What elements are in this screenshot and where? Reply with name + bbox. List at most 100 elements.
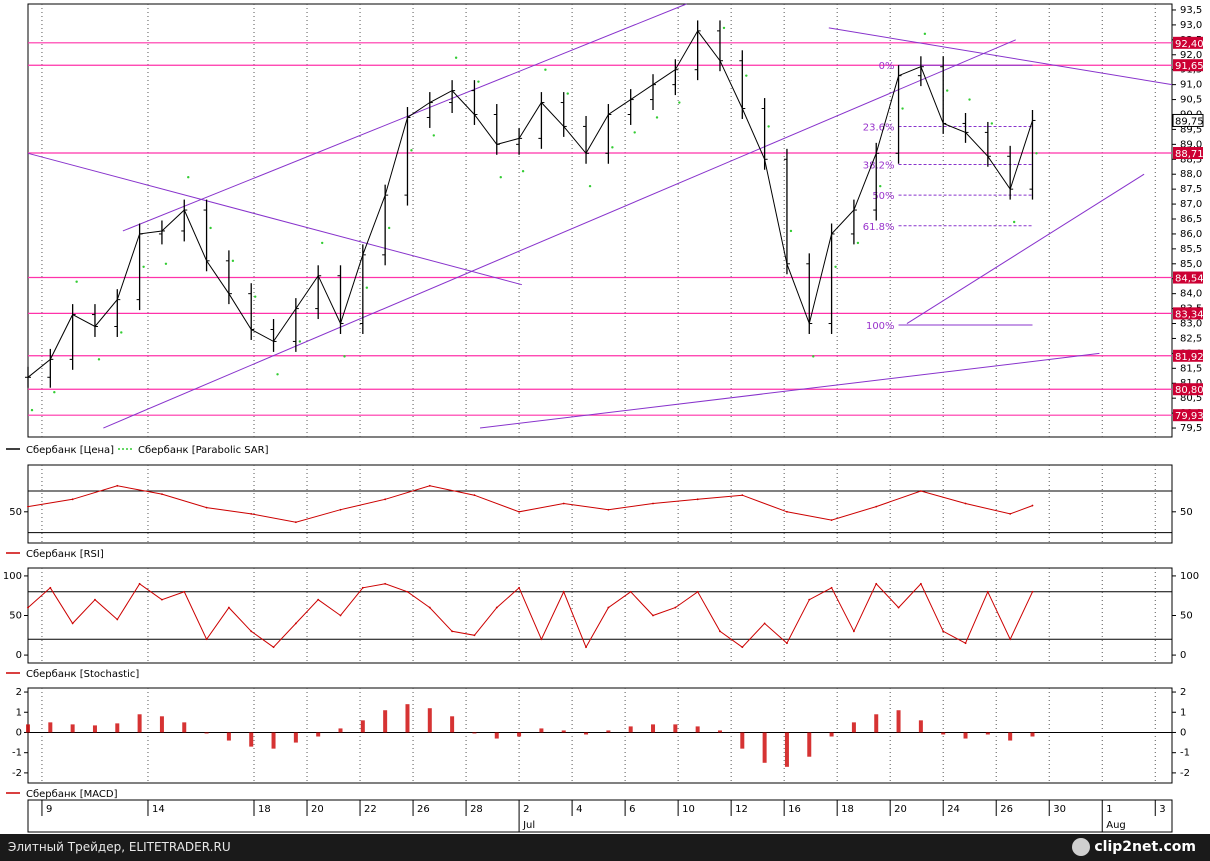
date-label: 30 <box>1053 804 1066 815</box>
sar-dot <box>410 149 413 152</box>
stochastic-point <box>339 614 342 617</box>
sar-dot <box>566 92 569 95</box>
level-tag <box>1173 147 1203 160</box>
stochastic-point <box>763 622 766 625</box>
stochastic-point <box>652 614 654 617</box>
fib-label: 23.6% <box>863 123 895 134</box>
stochastic-point <box>473 634 476 637</box>
level-tag <box>1173 349 1203 362</box>
clip2net-logo-icon <box>1072 838 1091 856</box>
macd-bar <box>182 722 187 733</box>
trendline <box>27 152 523 286</box>
stochastic-point <box>986 590 989 593</box>
macd-bar <box>695 726 700 733</box>
stochastic-tick-label: 100 <box>1180 571 1199 582</box>
macd-bar <box>249 732 254 747</box>
rsi-point <box>384 498 387 501</box>
sar-dot <box>187 176 190 179</box>
stochastic-point <box>49 586 52 589</box>
sar-dot <box>75 280 78 283</box>
price-tick-label: 88,0 <box>1180 169 1202 180</box>
brand[interactable]: clip2net.com <box>1072 838 1196 856</box>
level-tag <box>1173 409 1203 422</box>
month-label: Aug <box>1106 820 1126 831</box>
macd-bar <box>784 732 789 767</box>
sar-dot <box>722 26 726 30</box>
date-label: 26 <box>417 804 430 815</box>
date-label: 10 <box>682 804 695 815</box>
level-tag-label: 92,40 <box>1175 39 1204 50</box>
stochastic-legend-label: Сбербанк [Stochastic] <box>26 669 139 680</box>
sar-dot <box>968 98 971 101</box>
stochastic-point <box>94 598 96 601</box>
date-label: 20 <box>894 804 907 815</box>
macd-bar <box>1030 732 1035 737</box>
stochastic-tick-label: 0 <box>1180 650 1186 661</box>
macd-bar <box>450 716 455 733</box>
rsi-point <box>116 484 119 487</box>
fib-label: 100% <box>866 321 895 332</box>
stochastic-tick-label: 50 <box>1180 611 1193 622</box>
price-tick-label: 88,5 <box>1180 154 1202 165</box>
rsi-point <box>205 506 208 509</box>
macd-bar <box>360 720 365 733</box>
stochastic-point <box>272 646 275 649</box>
sar-dot <box>499 176 502 179</box>
trendline <box>828 27 1173 86</box>
sar-dot <box>387 226 391 230</box>
date-label: 18 <box>258 804 271 815</box>
macd-bar <box>717 730 722 733</box>
sar-dot <box>97 358 101 361</box>
macd-bar <box>829 732 834 737</box>
macd-bar <box>539 728 544 733</box>
macd-bar <box>851 722 856 733</box>
rsi-tick-label-left: 50 <box>9 507 22 518</box>
price-tick-label: 86,0 <box>1180 229 1202 240</box>
macd-bar <box>115 723 120 733</box>
macd-bar <box>896 710 901 733</box>
date-label: 4 <box>576 804 582 815</box>
macd-tick-label: -1 <box>1180 748 1190 759</box>
price-tick-label: 87,0 <box>1180 199 1202 210</box>
macd-tick-label-left: 1 <box>16 707 22 718</box>
stochastic-point <box>1031 590 1034 593</box>
stochastic-tick-label-left: 0 <box>16 650 22 661</box>
date-label: 3 <box>1159 804 1165 815</box>
sar-dot <box>812 355 815 358</box>
last-price-tag <box>1172 113 1204 127</box>
sar-dot <box>164 262 168 265</box>
stochastic-series <box>27 582 1033 649</box>
stochastic-point <box>875 582 878 585</box>
macd-bar <box>383 710 388 733</box>
sar-dot <box>856 241 860 245</box>
date-label: 18 <box>841 804 854 815</box>
sar-dot <box>879 184 882 188</box>
macd-bar <box>472 732 477 734</box>
rsi-tick-label: 50 <box>1180 507 1193 518</box>
macd-bar <box>762 732 767 763</box>
level-tag <box>1173 59 1203 72</box>
fib-label: 38.2% <box>863 160 895 171</box>
macd-tick-label: -2 <box>1180 768 1190 779</box>
sar-dot <box>767 125 770 128</box>
stochastic-point <box>384 582 387 585</box>
level-tag <box>1173 36 1203 49</box>
macd-bar <box>918 720 923 733</box>
rsi-point <box>562 502 565 505</box>
stochastic-point <box>674 606 677 609</box>
price-tick-label: 82,5 <box>1180 333 1202 344</box>
chart-canvas: 93,593,092,592,091,591,090,590,089,589,0… <box>3 3 1204 833</box>
stochastic-point <box>361 586 364 589</box>
sar-dot <box>209 226 212 230</box>
sar-dot <box>946 89 949 92</box>
footer-text: Элитный Трейдер, ELITETRADER.RU <box>8 840 231 854</box>
rsi-point <box>518 510 520 513</box>
stochastic-panel: 100 100 50 50 0 0 <box>3 567 1199 664</box>
stochastic-point <box>250 630 253 633</box>
date-label: 1 <box>1106 804 1112 815</box>
sar-dot <box>901 107 904 110</box>
rsi-point <box>161 493 163 496</box>
price-tick-label: 80,5 <box>1180 393 1202 404</box>
sar-dot <box>53 391 56 394</box>
